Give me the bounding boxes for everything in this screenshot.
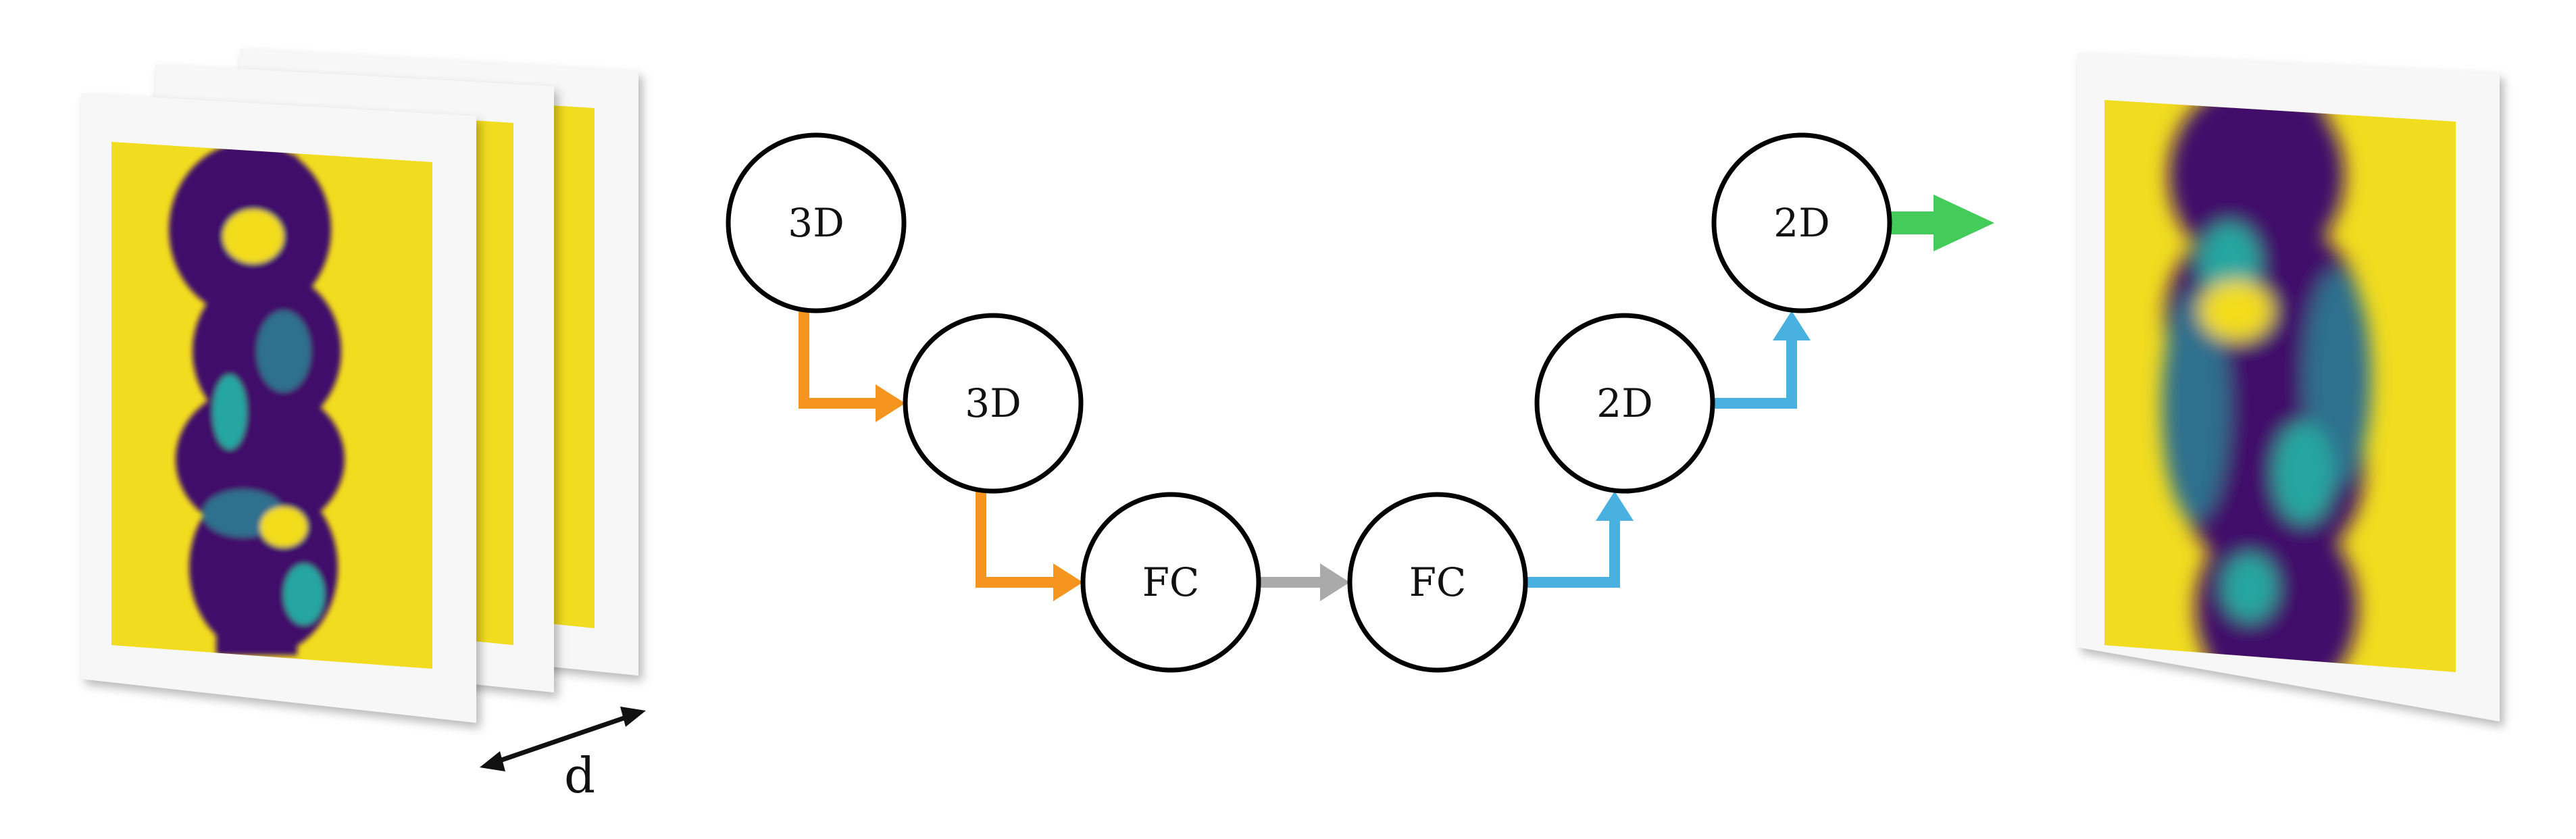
node-fc-2: FC xyxy=(1347,492,1528,673)
edge-fc-2-to-dec-2d-1 xyxy=(1525,491,1634,588)
edge-enc-3d-2-to-fc-1 xyxy=(976,491,1083,601)
edge-fc-1-to-fc-2 xyxy=(1259,563,1350,601)
node-label: 3D xyxy=(965,380,1021,426)
node-fc-1: FC xyxy=(1080,492,1261,673)
input-slice-stack: d xyxy=(81,49,646,804)
arrow-head xyxy=(1320,563,1350,601)
output-field xyxy=(2077,53,2500,721)
node-dec-2d-1: 2D xyxy=(1534,313,1715,494)
edge-line xyxy=(799,311,878,409)
arrow-head xyxy=(1773,311,1811,340)
output-plume xyxy=(2162,100,2371,672)
node-label: 2D xyxy=(1773,200,1829,246)
edge-dec-2d-1-to-dec-2d-2 xyxy=(1713,311,1811,409)
node-label: 3D xyxy=(788,200,844,246)
depth-arrow xyxy=(480,707,646,771)
edge-line xyxy=(1713,338,1797,409)
arrow-head xyxy=(876,384,905,422)
nodes: 3D 3D FC FC 2D 2D xyxy=(726,132,1892,673)
arrow-head xyxy=(1053,563,1083,601)
depth-label: d xyxy=(564,747,595,804)
node-enc-3d-2: 3D xyxy=(903,313,1084,494)
edge-enc-3d-1-to-enc-3d-2 xyxy=(799,311,905,422)
edges xyxy=(799,195,1994,601)
node-dec-2d-2: 2D xyxy=(1711,132,1892,313)
node-label: FC xyxy=(1142,559,1200,605)
edge-line xyxy=(976,491,1056,588)
input-plume xyxy=(169,142,345,655)
node-label: 2D xyxy=(1596,380,1652,426)
input-slice-front xyxy=(81,93,476,723)
arrow-head xyxy=(1596,491,1634,521)
arrow-head xyxy=(1934,195,1994,251)
edge-line xyxy=(1525,518,1620,588)
edge-dec-2d-2-to-output-field xyxy=(1890,195,1994,251)
node-enc-3d-1: 3D xyxy=(726,132,907,313)
node-label: FC xyxy=(1409,559,1467,605)
